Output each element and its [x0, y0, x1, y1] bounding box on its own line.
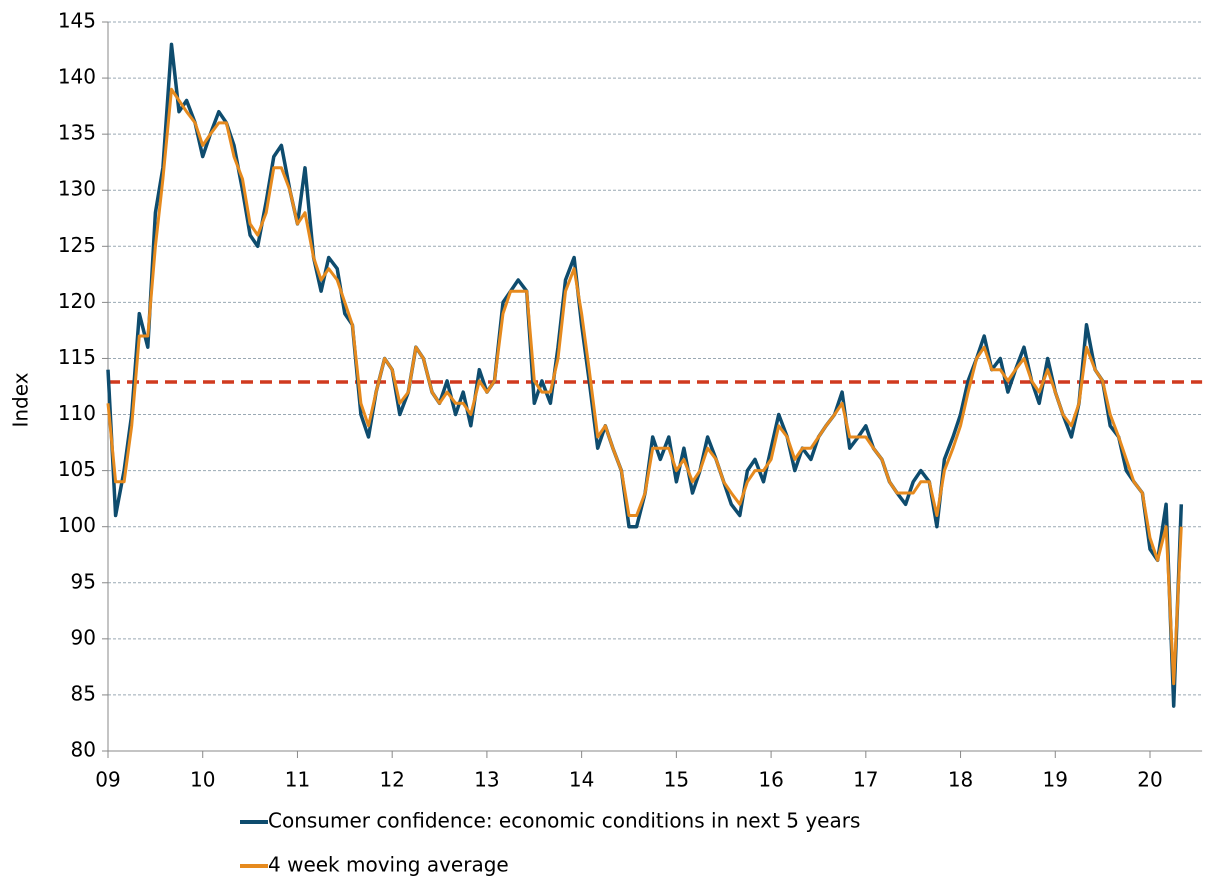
y-tick-label: 115 — [58, 345, 96, 369]
x-tick-label: 11 — [285, 768, 310, 792]
y-tick-label: 125 — [58, 233, 96, 257]
y-tick-label: 95 — [71, 569, 96, 593]
x-tick-label: 17 — [853, 768, 878, 792]
legend-label: 4 week moving average — [268, 853, 509, 877]
y-tick-label: 145 — [58, 9, 96, 33]
series-line — [106, 42, 1184, 708]
x-tick-label: 20 — [1137, 768, 1162, 792]
x-tick-label: 12 — [379, 768, 404, 792]
x-tick-label: 19 — [1043, 768, 1068, 792]
y-tick-label: 130 — [58, 177, 96, 201]
y-axis-label: Index — [9, 372, 33, 427]
x-tick-label: 15 — [664, 768, 689, 792]
y-tick-label: 135 — [58, 121, 96, 145]
y-tick-label: 85 — [71, 681, 96, 705]
y-tick-label: 110 — [58, 401, 96, 425]
y-tick-label: 90 — [71, 625, 96, 649]
x-tick-label: 18 — [948, 768, 973, 792]
y-tick-label: 100 — [58, 513, 96, 537]
x-tick-label: 09 — [95, 768, 120, 792]
y-tick-label: 80 — [71, 738, 96, 762]
x-tick-label: 14 — [569, 768, 594, 792]
x-tick-label: 16 — [758, 768, 783, 792]
y-tick-label: 120 — [58, 289, 96, 313]
x-tick-label: 10 — [190, 768, 215, 792]
legend-label: Consumer confidence: economic conditions… — [268, 809, 860, 833]
y-tick-label: 140 — [58, 65, 96, 89]
series-line — [106, 87, 1183, 686]
x-tick-label: 13 — [474, 768, 499, 792]
y-tick-label: 105 — [58, 457, 96, 481]
